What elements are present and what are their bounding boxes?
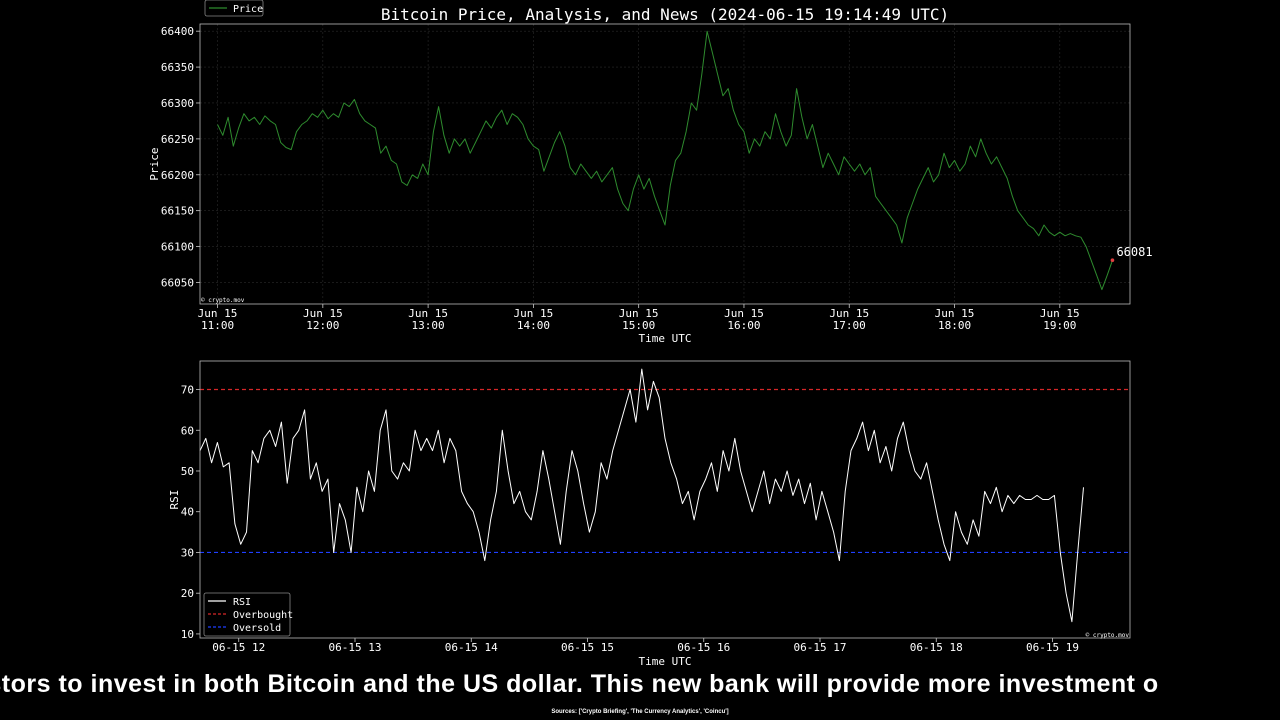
rsi-legend-label: RSI [233,597,251,608]
price-y-tick-label: 66300 [161,97,194,110]
chart-title: Bitcoin Price, Analysis, and News (2024-… [381,5,949,24]
rsi-plot-border [199,360,1131,639]
price-x-tick-label: 13:00 [412,319,445,332]
sources-line: Sources: ['Crypto Briefing', 'The Curren… [551,709,729,715]
price-x-tick-label: 11:00 [201,319,234,332]
price-plot-border [199,23,1131,305]
price-x-tick-label: Jun 15 [619,307,659,320]
price-x-tick-label: Jun 15 [935,307,975,320]
rsi-y-tick-label: 70 [181,384,194,397]
rsi-legend-label: Overbought [233,610,293,621]
rsi-y-tick-label: 20 [181,587,194,600]
chart-canvas: 66050 66100 66150 66200 66250 66300 66350 66400… [148,0,1153,668]
rsi-y-tick-label: 10 [181,628,194,641]
price-x-axis-label: Time UTC [639,332,692,345]
rsi-y-axis-label: RSI [168,490,181,510]
price-x-tick-label: 18:00 [938,319,971,332]
price-x-tick-label: Jun 15 [1040,307,1080,320]
price-legend-label: Price [233,4,263,15]
rsi-x-tick-label: 06-15 12 [212,641,265,654]
rsi-series-line [199,368,1084,623]
news-ticker: estors to invest in both Bitcoin and the… [0,670,1280,706]
price-x-tick-label: Jun 15 [724,307,764,320]
rsi-x-tick-label: 06-15 19 [1026,641,1079,654]
price-x-tick-label: Jun 15 [408,307,448,320]
price-plot-area [200,24,1130,304]
price-y-tick-label: 66200 [161,169,194,182]
price-x-tick-label: 12:00 [306,319,339,332]
price-y-tick-label: 66150 [161,205,194,218]
rsi-watermark: © crypto.mov [1086,632,1130,639]
rsi-x-tick-label: 06-15 18 [910,641,963,654]
price-last-point [1110,258,1115,263]
price-x-tick-label: Jun 15 [198,307,238,320]
rsi-x-tick-label: 06-15 16 [677,641,730,654]
price-x-tick-label: Jun 15 [514,307,554,320]
rsi-x-tick-label: 06-15 15 [561,641,614,654]
price-last-value-label: 66081 [1116,245,1152,259]
price-y-tick-label: 66100 [161,241,194,254]
rsi-y-tick-label: 60 [181,424,194,437]
rsi-x-axis-label: Time UTC [639,655,692,668]
rsi-x-tick-label: 06-15 13 [329,641,382,654]
price-x-tick-label: 14:00 [517,319,550,332]
rsi-legend-box [203,592,291,637]
price-x-tick-label: Jun 15 [303,307,343,320]
rsi-x-tick-label: 06-15 17 [794,641,847,654]
rsi-x-tick-label: 06-15 14 [445,641,498,654]
price-legend-box [204,0,264,17]
rsi-y-tick-label: 50 [181,465,194,478]
price-x-tick-label: 16:00 [727,319,760,332]
rsi-y-tick-label: 40 [181,506,194,519]
rsi-legend-label: Oversold [233,623,281,634]
price-y-tick-label: 66250 [161,133,194,146]
price-y-axis-label: Price [148,147,161,180]
price-x-tick-label: 19:00 [1043,319,1076,332]
price-x-tick-label: 15:00 [622,319,655,332]
price-x-tick-label: Jun 15 [829,307,869,320]
price-y-tick-label: 66350 [161,61,194,74]
price-y-tick-label: 66050 [161,276,194,289]
price-x-tick-label: 17:00 [833,319,866,332]
news-ticker-text: estors to invest in both Bitcoin and the… [0,670,1159,698]
rsi-y-tick-label: 30 [181,546,194,559]
price-series-line [217,30,1113,291]
price-y-tick-label: 66400 [161,25,194,38]
rsi-plot-area [200,361,1130,638]
price-watermark: © crypto.mov [201,297,245,304]
